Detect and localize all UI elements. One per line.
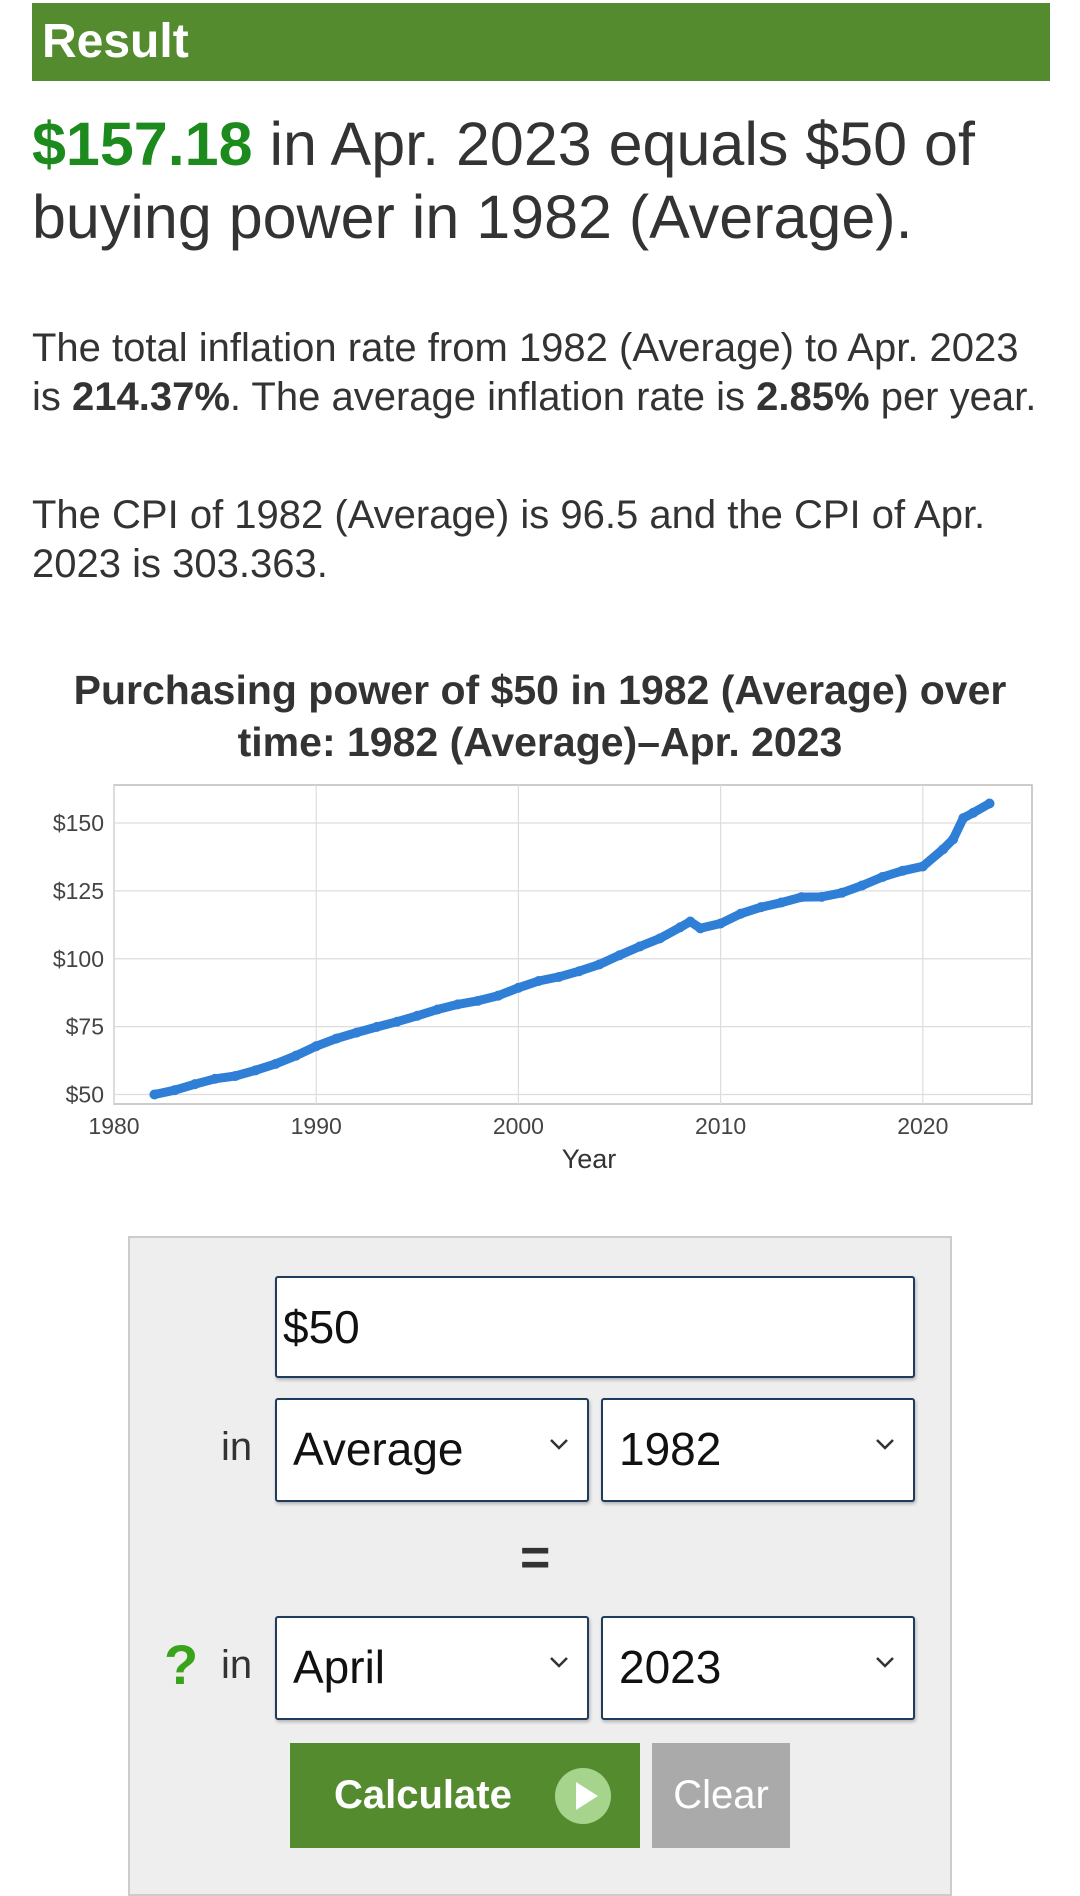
data-point xyxy=(513,982,524,993)
chart-title: Purchasing power of $50 in 1982 (Average… xyxy=(73,667,1007,765)
data-point xyxy=(331,1033,342,1044)
chevron-down-icon xyxy=(876,1657,894,1668)
result-header-title: Result xyxy=(42,15,189,68)
clear-button[interactable]: Clear xyxy=(652,1743,790,1848)
data-point xyxy=(836,887,847,898)
data-point xyxy=(270,1058,281,1069)
data-point xyxy=(614,950,625,961)
result-amount: $157.18 xyxy=(32,110,253,178)
data-point xyxy=(675,922,686,933)
plot-area xyxy=(113,784,1033,1105)
data-point xyxy=(250,1065,261,1076)
data-point xyxy=(169,1085,180,1096)
from-month-select[interactable]: Average xyxy=(275,1398,589,1502)
in-label-to: in xyxy=(221,1643,253,1687)
cpi-paragraph: The CPI of 1982 (Average) is 96.5 and th… xyxy=(32,493,986,586)
data-point xyxy=(654,933,665,944)
y-tick-label: $75 xyxy=(66,1014,104,1040)
data-point xyxy=(472,995,483,1006)
data-point xyxy=(210,1073,221,1084)
chevron-down-icon xyxy=(550,1657,568,1668)
data-point xyxy=(938,844,949,855)
amount-input[interactable] xyxy=(275,1276,915,1378)
data-point xyxy=(735,908,746,919)
inflation-rate-paragraph: The total inflation rate from 1982 (Aver… xyxy=(32,324,1042,422)
y-tick-label: $100 xyxy=(53,946,104,972)
data-point xyxy=(230,1071,241,1082)
average-inflation-rate: 2.85% xyxy=(756,375,870,419)
data-point xyxy=(634,941,645,952)
to-year-select[interactable]: 2023 xyxy=(601,1616,915,1720)
data-point xyxy=(290,1050,301,1061)
data-point xyxy=(493,990,504,1001)
data-point xyxy=(715,918,726,929)
data-point xyxy=(695,923,706,934)
data-point xyxy=(351,1027,362,1038)
calculate-button[interactable]: Calculate xyxy=(290,1743,640,1848)
x-tick-label: 1980 xyxy=(88,1113,139,1139)
x-tick-label: 2000 xyxy=(493,1113,544,1139)
chevron-down-icon xyxy=(876,1439,894,1450)
equals-sign: = xyxy=(520,1529,551,1587)
data-point xyxy=(796,892,807,903)
data-point xyxy=(877,872,888,883)
x-tick-label: 2010 xyxy=(695,1113,746,1139)
inflation-text-2: . The average inflation rate is xyxy=(229,375,757,419)
data-point xyxy=(958,813,969,824)
inflation-text-3: per year. xyxy=(869,375,1037,419)
data-point xyxy=(948,834,959,845)
play-icon xyxy=(555,1768,611,1824)
data-point xyxy=(897,865,908,876)
y-tick-label: $125 xyxy=(53,878,104,904)
data-point xyxy=(594,959,605,970)
data-point xyxy=(311,1041,322,1052)
x-tick-label: 2020 xyxy=(897,1113,948,1139)
to-month-value: April xyxy=(293,1641,386,1693)
in-label-from: in xyxy=(221,1425,253,1469)
data-point xyxy=(776,897,787,908)
data-point xyxy=(452,999,463,1010)
data-point xyxy=(685,916,696,927)
y-tick-label: $150 xyxy=(53,810,104,836)
from-year-value: 1982 xyxy=(619,1423,722,1475)
total-inflation-rate: 214.37% xyxy=(72,375,230,419)
from-year-select[interactable]: 1982 xyxy=(601,1398,915,1502)
data-point xyxy=(968,807,979,818)
data-point xyxy=(392,1016,403,1027)
data-point xyxy=(371,1021,382,1032)
data-point xyxy=(756,902,767,913)
data-point xyxy=(533,976,544,987)
chevron-down-icon xyxy=(550,1439,568,1450)
result-header: Result xyxy=(32,3,1050,81)
to-month-select[interactable]: April xyxy=(275,1616,589,1720)
question-mark-icon: ? xyxy=(164,1633,199,1696)
inflation-text-1: The total inflation rate from 1982 (Aver… xyxy=(32,326,1019,419)
data-point xyxy=(816,891,827,902)
data-point xyxy=(553,971,564,982)
x-axis-label: Year xyxy=(562,1144,617,1174)
result-headline: $157.18 in Apr. 2023 equals $50 of buyin… xyxy=(32,108,1042,254)
data-point xyxy=(189,1079,200,1090)
to-year-value: 2023 xyxy=(619,1641,722,1693)
data-point xyxy=(432,1004,443,1015)
data-point xyxy=(984,798,995,809)
from-month-value: Average xyxy=(293,1423,464,1475)
data-point xyxy=(574,966,585,977)
data-point xyxy=(857,880,868,891)
result-headline-text: in Apr. 2023 equals $50 of buying power … xyxy=(32,110,975,251)
calculate-label: Calculate xyxy=(334,1773,512,1817)
purchasing-power-chart: $50 $75 $100 $125 $150 1980 1990 2000 2010 2020 Ye… xyxy=(53,784,1033,1174)
x-tick-label: 1990 xyxy=(291,1113,342,1139)
data-point xyxy=(149,1089,160,1100)
data-point xyxy=(412,1010,423,1021)
y-tick-label: $50 xyxy=(66,1081,104,1107)
data-point xyxy=(917,861,928,872)
